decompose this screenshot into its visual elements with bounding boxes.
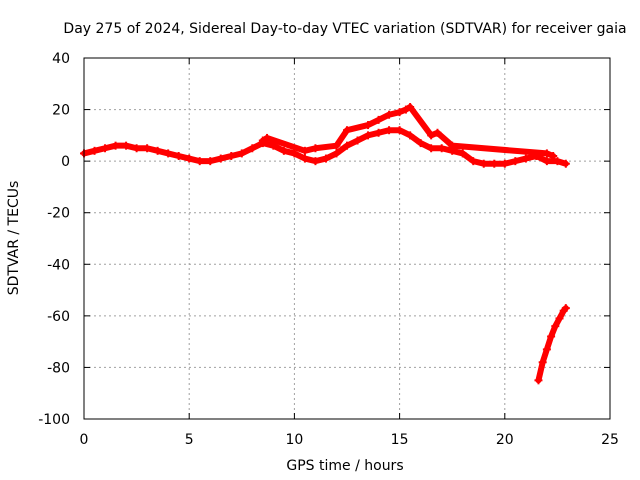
data-point xyxy=(90,146,99,155)
data-point xyxy=(374,115,383,124)
y-tick-label: 40 xyxy=(52,51,70,67)
data-point xyxy=(406,102,415,111)
data-point xyxy=(248,144,257,153)
data-point xyxy=(332,141,341,150)
y-tick-label: 0 xyxy=(61,154,70,170)
data-point xyxy=(195,157,204,166)
x-tick-label: 20 xyxy=(496,432,514,448)
data-point xyxy=(385,110,394,119)
x-axis: 0 5 10 15 20 25 xyxy=(80,58,619,448)
data-point xyxy=(385,126,394,135)
data-point xyxy=(416,139,425,148)
data-point xyxy=(511,157,520,166)
data-point xyxy=(143,144,152,153)
data-point xyxy=(185,154,194,163)
chart-title: Day 275 of 2024, Sidereal Day-to-day VTE… xyxy=(63,21,626,37)
data-point xyxy=(479,159,488,168)
data-point xyxy=(401,105,410,114)
data-point xyxy=(343,141,351,150)
data-point xyxy=(122,141,131,150)
data-point xyxy=(521,154,530,163)
data-point xyxy=(364,131,373,140)
data-point xyxy=(542,157,551,166)
data-point xyxy=(263,133,272,142)
y-tick-label: -80 xyxy=(47,360,70,376)
data-point xyxy=(101,144,110,153)
data-point xyxy=(542,345,551,354)
data-point xyxy=(551,322,560,331)
data-point xyxy=(549,151,558,160)
data-point xyxy=(227,151,236,160)
data-point xyxy=(458,149,467,158)
data-point xyxy=(538,358,547,367)
data-point xyxy=(469,157,478,166)
data-point xyxy=(164,149,173,158)
data-point xyxy=(437,144,446,153)
data-point xyxy=(343,126,351,135)
y-axis: -100 -80 -60 -40 -20 0 20 40 xyxy=(38,51,610,428)
data-point xyxy=(534,376,543,385)
grid xyxy=(84,58,610,419)
x-tick-label: 15 xyxy=(391,432,409,448)
data-point xyxy=(433,128,442,137)
x-axis-label: GPS time / hours xyxy=(286,458,403,474)
data-point xyxy=(321,154,330,163)
data-point xyxy=(311,144,320,153)
data-point xyxy=(500,159,509,168)
data-point xyxy=(553,157,562,166)
data-point xyxy=(427,144,436,153)
data-point xyxy=(427,131,436,140)
plot-frame xyxy=(83,57,611,420)
data-point xyxy=(153,146,162,155)
y-tick-label: -60 xyxy=(47,309,70,325)
x-tick-label: 5 xyxy=(185,432,194,448)
data-point xyxy=(547,332,556,341)
data-point xyxy=(364,121,373,130)
data-point xyxy=(542,149,551,158)
x-tick-label: 25 xyxy=(601,432,619,448)
data-point xyxy=(279,146,288,155)
data-point xyxy=(111,141,120,150)
data-point xyxy=(395,126,404,135)
y-tick-label: 20 xyxy=(52,103,70,119)
data-point xyxy=(448,141,457,150)
data-point xyxy=(290,149,299,158)
data-point xyxy=(332,149,341,158)
data-point xyxy=(395,108,404,117)
x-tick-label: 10 xyxy=(285,432,303,448)
data-point xyxy=(206,157,215,166)
data-point xyxy=(490,159,499,168)
data-point xyxy=(174,151,183,160)
data-point xyxy=(561,159,570,168)
data-point xyxy=(258,136,267,145)
data-point xyxy=(132,144,141,153)
y-tick-label: -20 xyxy=(47,206,70,222)
data-point xyxy=(561,304,570,313)
data-point xyxy=(555,314,564,323)
series-layer xyxy=(80,102,570,385)
data-point xyxy=(216,154,225,163)
data-point xyxy=(374,128,383,137)
data-point xyxy=(300,154,309,163)
data-point xyxy=(353,136,362,145)
y-tick-label: -100 xyxy=(38,412,70,428)
y-axis-label: SDTVAR / TECUs xyxy=(6,181,22,296)
y-tick-label: -40 xyxy=(47,257,70,273)
data-point xyxy=(237,149,246,158)
x-tick-label: 0 xyxy=(80,432,89,448)
data-point xyxy=(311,157,320,166)
data-point xyxy=(300,146,309,155)
data-point xyxy=(406,131,415,140)
